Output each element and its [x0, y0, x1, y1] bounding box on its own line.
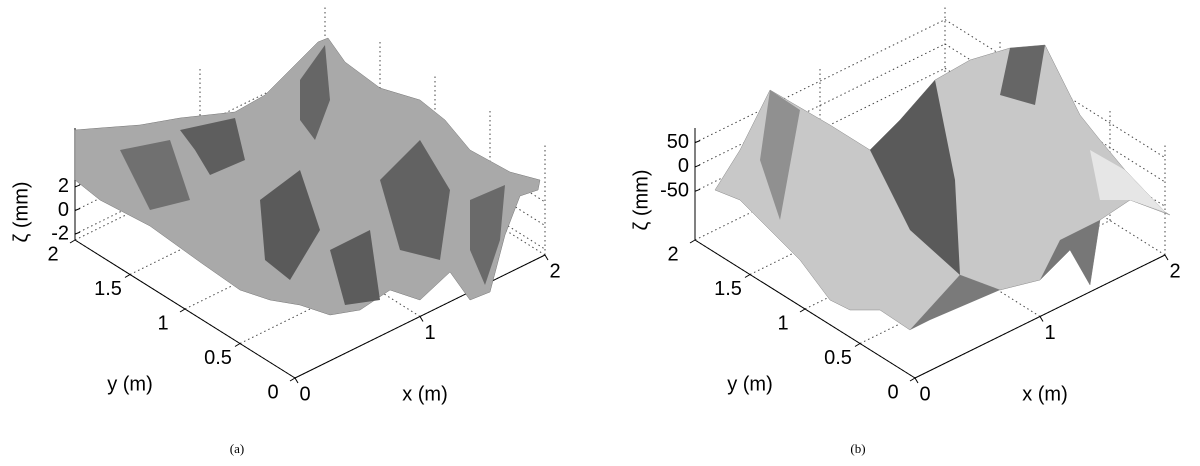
x-tick-label: 1 — [1044, 322, 1055, 344]
z-tick-label: 50 — [667, 131, 689, 153]
y-tick-label: 1.5 — [94, 278, 122, 300]
tick-mark — [545, 255, 548, 260]
figure: 01200.511.52-202x (m)y (m)ζ (mm)(a)01200… — [0, 0, 1200, 466]
tick-mark — [75, 209, 80, 211]
tick-mark — [690, 240, 695, 243]
surface-a — [75, 38, 540, 315]
tick-mark — [855, 344, 860, 347]
tick-mark — [745, 275, 750, 278]
caption: (b) — [850, 441, 865, 456]
tick-mark — [910, 378, 915, 381]
tick-mark — [695, 189, 700, 191]
tick-mark — [695, 141, 700, 143]
y-tick-label: 0.5 — [204, 347, 232, 369]
caption: (a) — [230, 441, 244, 456]
x-tick-label: 0 — [299, 383, 310, 405]
x-axis-label: x (m) — [402, 383, 448, 405]
x-tick-label: 2 — [1169, 260, 1180, 282]
tick-mark — [290, 378, 295, 381]
tick-mark — [75, 185, 80, 187]
z-axis-label: ζ (mm) — [630, 169, 652, 230]
surface-b — [715, 45, 1170, 330]
y-tick-label: 2 — [47, 243, 58, 265]
x-tick-label: 0 — [919, 383, 930, 405]
z-tick-label: 0 — [678, 155, 689, 177]
z-tick-label: -50 — [660, 180, 689, 202]
tick-mark — [1040, 317, 1043, 322]
x-axis-label: x (m) — [1022, 383, 1068, 405]
z-tick-label: -2 — [51, 222, 69, 244]
y-tick-label: 0.5 — [824, 347, 852, 369]
tick-mark — [125, 275, 130, 278]
tick-mark — [695, 165, 700, 167]
y-axis-label: y (m) — [107, 373, 153, 395]
tick-mark — [295, 378, 298, 383]
y-tick-label: 0 — [887, 381, 898, 403]
x-tick-label: 1 — [424, 322, 435, 344]
tick-mark — [75, 232, 80, 234]
tick-mark — [915, 378, 918, 383]
tick-mark — [180, 309, 185, 312]
z-tick-label: 0 — [58, 199, 69, 221]
y-tick-label: 1 — [157, 312, 168, 334]
tick-mark — [235, 344, 240, 347]
y-tick-label: 0 — [267, 381, 278, 403]
z-axis-label: ζ (mm) — [10, 181, 32, 242]
y-tick-label: 1 — [777, 312, 788, 334]
z-tick-label: 2 — [58, 175, 69, 197]
y-tick-label: 2 — [667, 243, 678, 265]
y-axis-label: y (m) — [727, 373, 773, 395]
tick-mark — [1165, 255, 1168, 260]
y-tick-label: 1.5 — [714, 278, 742, 300]
tick-mark — [70, 240, 75, 243]
x-tick-label: 2 — [549, 260, 560, 282]
tick-mark — [420, 317, 423, 322]
tick-mark — [800, 309, 805, 312]
